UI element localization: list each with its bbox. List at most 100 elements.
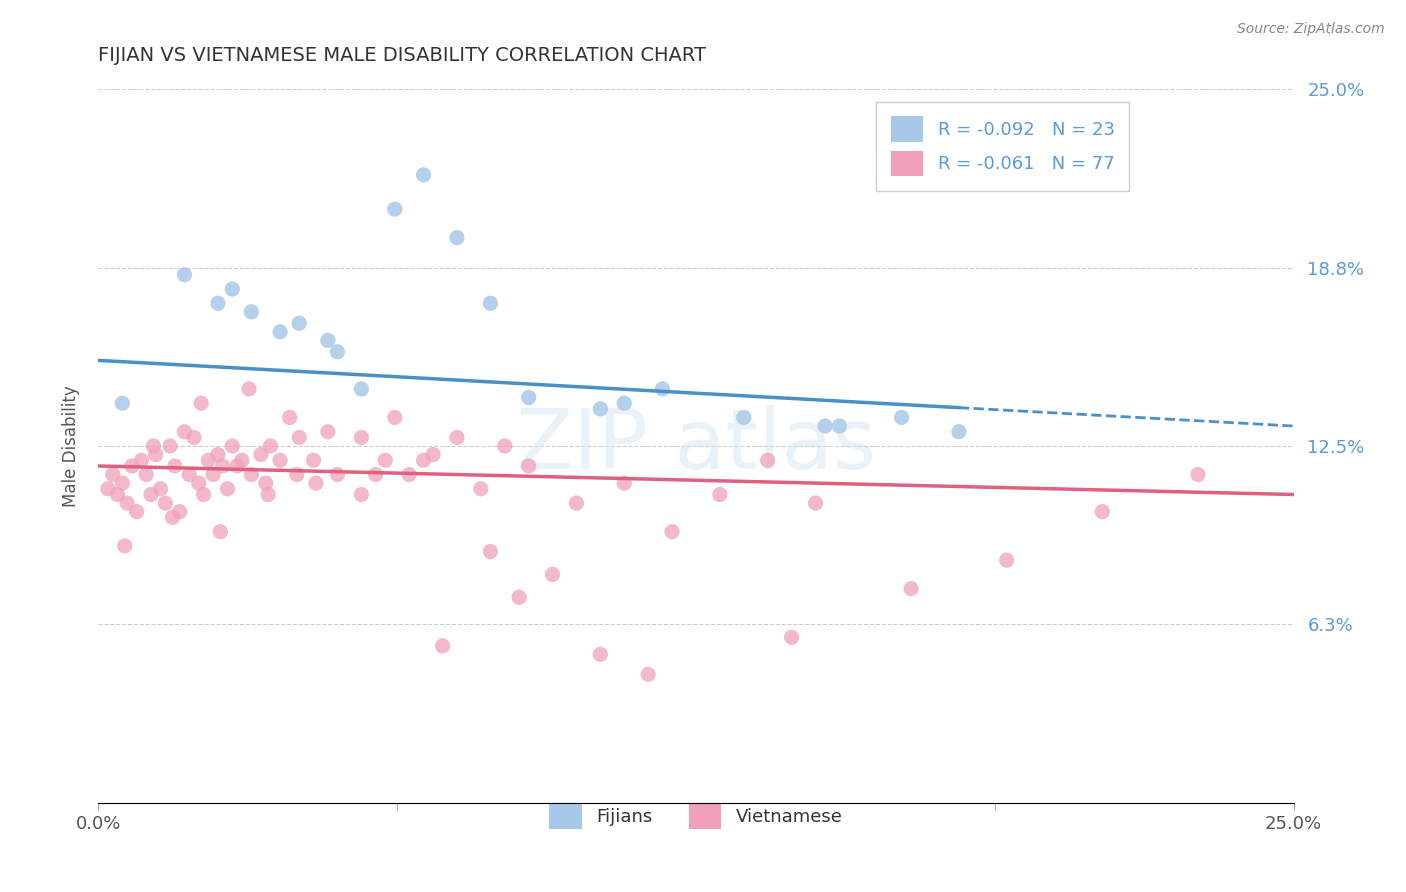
Point <box>350 382 373 396</box>
Point <box>125 505 148 519</box>
Point <box>131 453 153 467</box>
Point <box>1187 467 1209 482</box>
Point <box>756 453 779 467</box>
Point <box>111 476 134 491</box>
Y-axis label: Male Disability: Male Disability <box>62 385 80 507</box>
Point <box>163 458 186 473</box>
Point <box>269 453 291 467</box>
Point <box>302 453 325 467</box>
Point <box>995 553 1018 567</box>
Point <box>221 439 243 453</box>
Point <box>238 382 260 396</box>
Point <box>709 487 731 501</box>
Point <box>231 453 253 467</box>
Legend: Fijians, Vietnamese: Fijians, Vietnamese <box>534 789 858 844</box>
Point <box>1091 505 1114 519</box>
Point <box>145 448 167 462</box>
Point <box>183 430 205 444</box>
Point <box>479 544 502 558</box>
Point <box>422 448 444 462</box>
Point <box>316 334 339 348</box>
Point <box>316 425 339 439</box>
Point <box>470 482 492 496</box>
Point <box>508 591 530 605</box>
Point <box>589 401 612 416</box>
Point <box>257 487 280 501</box>
Point <box>240 467 263 482</box>
Point <box>541 567 564 582</box>
Point <box>479 296 502 310</box>
Point <box>111 396 134 410</box>
Point <box>211 458 233 473</box>
Point <box>446 430 468 444</box>
Point <box>121 458 143 473</box>
Text: ZIP atlas: ZIP atlas <box>516 406 876 486</box>
Point <box>637 667 659 681</box>
Point <box>661 524 683 539</box>
Point <box>364 467 387 482</box>
Point <box>350 487 373 501</box>
Point <box>278 410 301 425</box>
Point <box>135 467 157 482</box>
Point <box>159 439 181 453</box>
Point <box>207 448 229 462</box>
Point <box>155 496 177 510</box>
Point <box>187 476 209 491</box>
Point <box>780 630 803 644</box>
Point <box>250 448 273 462</box>
Text: Source: ZipAtlas.com: Source: ZipAtlas.com <box>1237 22 1385 37</box>
Point <box>374 453 396 467</box>
Text: FIJIAN VS VIETNAMESE MALE DISABILITY CORRELATION CHART: FIJIAN VS VIETNAMESE MALE DISABILITY COR… <box>98 46 706 65</box>
Point <box>412 453 434 467</box>
Point <box>900 582 922 596</box>
Point <box>107 487 129 501</box>
Point <box>142 439 165 453</box>
Point <box>139 487 162 501</box>
Point <box>259 439 281 453</box>
Point <box>517 391 540 405</box>
Point <box>288 316 311 330</box>
Point <box>517 458 540 473</box>
Point <box>412 168 434 182</box>
Point <box>398 467 420 482</box>
Point <box>226 458 249 473</box>
Point <box>890 410 912 425</box>
Point <box>613 476 636 491</box>
Point <box>804 496 827 510</box>
Point <box>115 496 138 510</box>
Point <box>326 467 349 482</box>
Point <box>651 382 673 396</box>
Point <box>384 410 406 425</box>
Point <box>384 202 406 216</box>
Point <box>173 268 195 282</box>
Point <box>305 476 328 491</box>
Point <box>613 396 636 410</box>
Point <box>432 639 454 653</box>
Point <box>209 524 232 539</box>
Point <box>269 325 291 339</box>
Point <box>446 230 468 244</box>
Point <box>828 419 851 434</box>
Point <box>285 467 308 482</box>
Point <box>288 430 311 444</box>
Point <box>173 425 195 439</box>
Point <box>97 482 120 496</box>
Point <box>162 510 184 524</box>
Point <box>202 467 225 482</box>
Point <box>494 439 516 453</box>
Point <box>101 467 124 482</box>
Point <box>217 482 239 496</box>
Point <box>254 476 277 491</box>
Point <box>565 496 588 510</box>
Point <box>149 482 172 496</box>
Point <box>589 648 612 662</box>
Point <box>240 305 263 319</box>
Point <box>169 505 191 519</box>
Point <box>814 419 837 434</box>
Point <box>221 282 243 296</box>
Point <box>114 539 136 553</box>
Point <box>948 425 970 439</box>
Point <box>197 453 219 467</box>
Point <box>193 487 215 501</box>
Point <box>190 396 212 410</box>
